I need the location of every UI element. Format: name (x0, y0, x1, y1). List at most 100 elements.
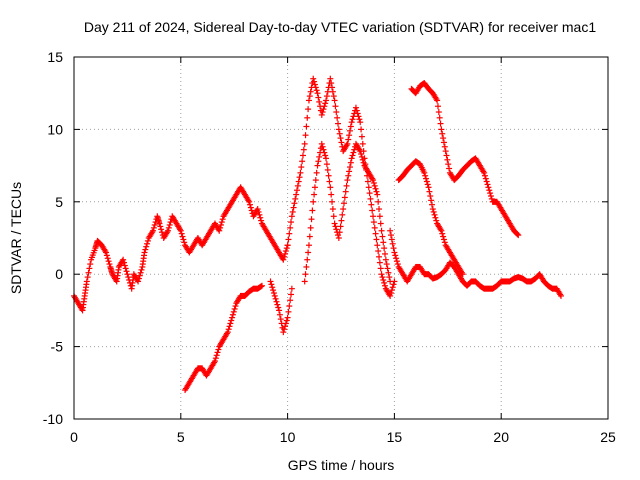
data-point (324, 88, 331, 95)
data-point (282, 250, 289, 257)
data-point (439, 230, 446, 237)
data-point (312, 177, 319, 184)
data-point (486, 187, 493, 194)
data-point (311, 81, 318, 88)
data-point (293, 191, 300, 198)
data-point (302, 271, 309, 278)
data-point (321, 103, 328, 110)
data-point (329, 198, 336, 205)
data-point (213, 352, 220, 359)
data-point (376, 206, 383, 213)
data-point (232, 303, 239, 310)
data-point (332, 223, 339, 230)
data-point (381, 279, 388, 286)
data-point (166, 221, 173, 228)
data-point (333, 226, 340, 233)
y-tick-label: -5 (51, 339, 64, 355)
data-point (358, 151, 365, 158)
data-point (391, 249, 398, 256)
data-point (443, 152, 450, 159)
data-point (327, 75, 334, 82)
series-track-peak-1 (284, 75, 398, 299)
data-point (378, 271, 385, 278)
data-point (124, 271, 131, 278)
data-point (301, 278, 308, 285)
data-point (284, 242, 291, 249)
data-point (307, 88, 314, 95)
data-point (315, 94, 322, 101)
data-point (432, 214, 439, 221)
data-point (276, 307, 283, 314)
series-track-low (182, 282, 265, 394)
data-point (336, 229, 343, 236)
data-point (374, 242, 381, 249)
data-point (373, 188, 380, 195)
data-point (436, 114, 443, 121)
data-point (167, 219, 174, 226)
data-point (83, 278, 90, 285)
data-point (257, 214, 264, 221)
data-point (143, 243, 150, 250)
data-point (299, 158, 306, 165)
data-point (224, 329, 231, 336)
data-point (311, 78, 318, 85)
data-point (290, 204, 297, 211)
data-point (440, 233, 447, 240)
data-point (487, 190, 494, 197)
data-point (337, 135, 344, 142)
data-point (284, 314, 291, 321)
data-point (293, 187, 300, 194)
data-point (285, 236, 292, 243)
data-point (330, 213, 337, 220)
data-point (229, 314, 236, 321)
data-point (292, 195, 299, 202)
data-point (326, 178, 333, 185)
data-point (423, 178, 430, 185)
data-point (159, 229, 166, 236)
data-point (300, 146, 307, 153)
data-point (144, 237, 151, 244)
data-point (367, 195, 374, 202)
data-point (287, 297, 294, 304)
data-point (345, 172, 352, 179)
data-point (311, 184, 318, 191)
data-point (358, 153, 365, 160)
data-point (429, 206, 436, 213)
data-point (277, 316, 284, 323)
data-point (288, 285, 295, 292)
data-point (482, 175, 489, 182)
x-tick-label: 15 (387, 429, 403, 445)
plot-frame (73, 56, 609, 420)
data-point (276, 311, 283, 318)
data-point (246, 198, 253, 205)
data-point (428, 201, 435, 208)
data-point (282, 320, 289, 327)
data-point (138, 266, 145, 273)
data-point (438, 227, 445, 234)
data-point (306, 233, 313, 240)
data-point (228, 317, 235, 324)
data-point (360, 159, 367, 166)
data-point (151, 221, 158, 228)
data-point (335, 126, 342, 133)
data-point (87, 261, 94, 268)
data-point (307, 224, 314, 231)
data-point (370, 219, 377, 226)
data-point (158, 226, 165, 233)
data-point (315, 158, 322, 165)
data-point (434, 97, 441, 104)
data-point (382, 250, 389, 257)
data-point (377, 265, 384, 272)
data-point (305, 97, 312, 104)
y-tick-label: 0 (55, 266, 63, 282)
x-axis-label: GPS time / hours (288, 457, 395, 473)
data-point (357, 148, 364, 155)
data-point (370, 179, 377, 186)
data-point (483, 178, 490, 185)
data-point (227, 320, 234, 327)
data-point (103, 252, 110, 259)
data-point (371, 182, 378, 189)
data-point (219, 216, 226, 223)
data-point (328, 80, 335, 87)
data-point (357, 119, 364, 126)
